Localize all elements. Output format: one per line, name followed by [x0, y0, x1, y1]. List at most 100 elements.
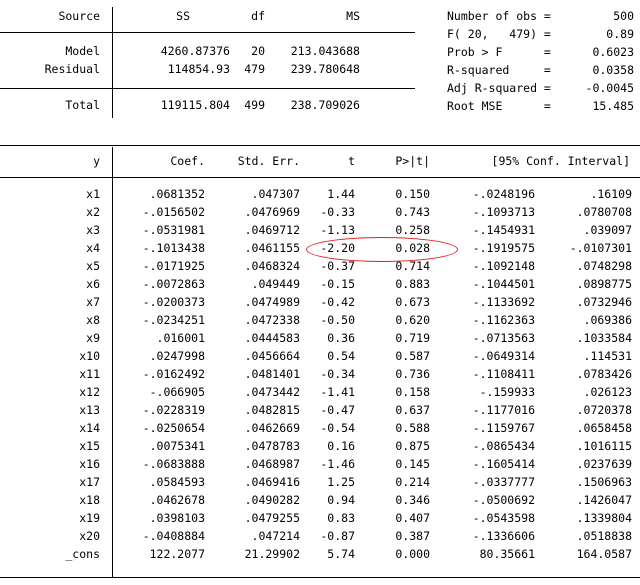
highlight-ellipse	[306, 237, 458, 262]
coef-var-cell: x19	[79, 511, 100, 525]
coef-t-cell: -1.46	[320, 457, 355, 471]
coef-p-cell: 0.620	[395, 313, 430, 327]
stat-label: Adj R-squared =	[447, 81, 551, 95]
coef-var-cell: x8	[86, 313, 100, 327]
anova-ss-cell: 4260.87376	[160, 44, 230, 58]
coef-t-cell: -0.15	[320, 277, 355, 291]
coef-ci-low-cell: -.159933	[479, 385, 535, 399]
coef-t-cell: -0.42	[320, 295, 355, 309]
coef-var-cell: x4	[86, 241, 100, 255]
coef-t-cell: 1.25	[327, 475, 355, 489]
coef-ci-low-cell: -.1133692	[472, 295, 535, 309]
coef-ci-low-cell: -.1108411	[472, 367, 535, 381]
anova-ss-cell: 114854.93	[167, 62, 230, 76]
coef-ci-low-cell: -.0865434	[472, 439, 535, 453]
coef-ci-low-cell: 80.35661	[479, 547, 535, 561]
coef-header-coef: Coef.	[170, 154, 205, 168]
coef-ci-high-cell: .0237639	[576, 457, 632, 471]
coef-ci-high-cell: .0732946	[576, 295, 632, 309]
coef-stderr-cell: .0469712	[244, 223, 300, 237]
coef-stderr-cell: .047214	[251, 529, 300, 543]
coef-coef-cell: .0075341	[149, 439, 205, 453]
anova-header-df: df	[251, 9, 265, 23]
coef-stderr-cell: .0462669	[244, 421, 300, 435]
anova-source-cell: Residual	[44, 62, 100, 76]
coef-coef-cell: -.0156502	[142, 205, 205, 219]
coef-var-cell: x16	[79, 457, 100, 471]
coef-coef-cell: .0584593	[149, 475, 205, 489]
stat-label: Prob > F =	[447, 45, 551, 59]
coef-coef-cell: .0398103	[149, 511, 205, 525]
coef-t-cell: -0.87	[320, 529, 355, 543]
coef-ci-high-cell: -.0107301	[569, 241, 632, 255]
coef-t-cell: 1.44	[327, 187, 355, 201]
coef-coef-cell: -.0683888	[142, 457, 205, 471]
anova-total-divider	[0, 88, 415, 89]
stat-value: -0.0045	[585, 81, 634, 95]
stat-value: 0.6023	[592, 45, 634, 59]
coef-t-cell: 0.83	[327, 511, 355, 525]
coef-ci-high-cell: .0780708	[576, 205, 632, 219]
coef-stderr-cell: .0472338	[244, 313, 300, 327]
coef-coef-cell: -.0531981	[142, 223, 205, 237]
anova-ss-cell: 119115.804	[160, 98, 230, 112]
anova-df-cell: 20	[251, 44, 265, 58]
coef-t-cell: 0.16	[327, 439, 355, 453]
coef-var-cell: x6	[86, 277, 100, 291]
coef-var-cell: x17	[79, 475, 100, 489]
coef-var-cell: x3	[86, 223, 100, 237]
coef-p-cell: 0.145	[395, 457, 430, 471]
coef-ci-high-cell: .0898775	[576, 277, 632, 291]
coef-var-cell: x15	[79, 439, 100, 453]
coef-ci-low-cell: -.1336606	[472, 529, 535, 543]
coef-coef-cell: -.0250654	[142, 421, 205, 435]
coef-p-cell: 0.673	[395, 295, 430, 309]
coef-var-cell: x11	[79, 367, 100, 381]
coef-ci-high-cell: .0658458	[576, 421, 632, 435]
coef-coef-cell: -.0408884	[142, 529, 205, 543]
coef-ci-low-cell: -.1605414	[472, 457, 535, 471]
coef-ci-high-cell: .0748298	[576, 259, 632, 273]
coef-ci-low-cell: -.0248196	[472, 187, 535, 201]
coef-ci-low-cell: -.1093713	[472, 205, 535, 219]
coef-var-cell: x1	[86, 187, 100, 201]
coef-p-cell: 0.387	[395, 529, 430, 543]
coef-var-cell: x5	[86, 259, 100, 273]
coef-coef-cell: -.0171925	[142, 259, 205, 273]
coef-coef-cell: .0462678	[149, 493, 205, 507]
stat-value: 500	[613, 9, 634, 23]
coef-coef-cell: -.0162492	[142, 367, 205, 381]
coef-ci-low-cell: -.1454931	[472, 223, 535, 237]
coef-var-cell: x18	[79, 493, 100, 507]
coef-stderr-cell: .0469416	[244, 475, 300, 489]
coef-stderr-cell: .0490282	[244, 493, 300, 507]
anova-header-ss: SS	[176, 9, 190, 23]
coef-stderr-cell: .047307	[251, 187, 300, 201]
coef-p-cell: 0.150	[395, 187, 430, 201]
coef-vertical-divider	[112, 147, 113, 578]
coef-top-rule	[0, 145, 640, 146]
stat-value: 0.0358	[592, 63, 634, 77]
coef-p-cell: 0.346	[395, 493, 430, 507]
coef-t-cell: -1.41	[320, 385, 355, 399]
coef-var-cell: x9	[86, 331, 100, 345]
coef-p-cell: 0.214	[395, 475, 430, 489]
stat-label: Root MSE =	[447, 99, 551, 113]
coef-var-cell: x14	[79, 421, 100, 435]
coef-stderr-cell: .0456664	[244, 349, 300, 363]
coef-ci-low-cell: -.1177016	[472, 403, 535, 417]
coef-bottom-rule	[0, 577, 640, 578]
coef-t-cell: 0.94	[327, 493, 355, 507]
anova-header-source: Source	[58, 9, 100, 23]
coef-coef-cell: -.0072863	[142, 277, 205, 291]
coef-ci-high-cell: .1506963	[576, 475, 632, 489]
coef-header-ci: [95% Conf. Interval]	[491, 154, 630, 168]
coef-ci-low-cell: -.1919575	[472, 241, 535, 255]
coef-ci-high-cell: .16109	[590, 187, 632, 201]
coef-ci-high-cell: .069386	[583, 313, 632, 327]
coef-ci-high-cell: .0518838	[576, 529, 632, 543]
coef-ci-low-cell: -.0500692	[472, 493, 535, 507]
coef-ci-high-cell: .1016115	[576, 439, 632, 453]
coef-header-t: t	[348, 154, 355, 168]
coef-t-cell: -0.47	[320, 403, 355, 417]
